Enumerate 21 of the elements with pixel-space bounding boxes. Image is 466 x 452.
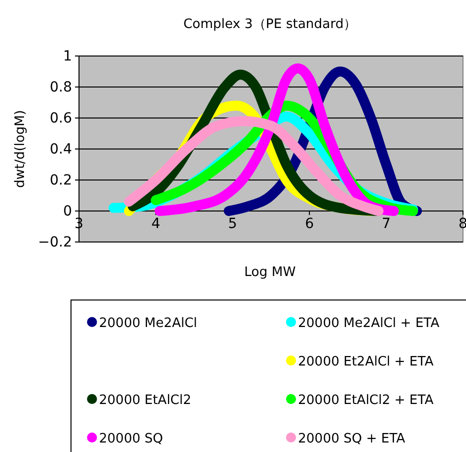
legend-label: 20000 SQ + ETA xyxy=(298,432,406,446)
legend-label: 20000 Me2AlCl xyxy=(99,316,198,331)
x-tick-label: 7 xyxy=(382,216,391,232)
x-axis-title: Log MW xyxy=(244,265,296,280)
y-tick-label: 0 xyxy=(63,203,72,220)
legend-label: 20000 SQ xyxy=(99,432,163,446)
chart-title: Complex 3（PE standard） xyxy=(183,17,357,32)
x-tick-label: 6 xyxy=(304,216,314,232)
y-tick-label: −0.2 xyxy=(38,234,72,250)
y-tick-label: 0.6 xyxy=(50,110,72,126)
legend-label: 20000 EtAlCl2 xyxy=(99,393,192,408)
y-tick-label: 1 xyxy=(63,48,72,64)
legend-label: 20000 Me2AlCl + ETA xyxy=(298,316,440,331)
y-axis-title: dwt/d(logM) xyxy=(13,110,28,188)
legend-label: 20000 EtAlCl2 + ETA xyxy=(298,393,434,408)
x-tick-label: 4 xyxy=(151,216,160,232)
y-tick-label: 0.2 xyxy=(50,172,72,188)
y-tick-label: 0.4 xyxy=(50,141,72,158)
legend-label: 20000 Et2AlCl + ETA xyxy=(298,354,434,370)
y-tick-label: 0.8 xyxy=(50,79,72,96)
x-tick-label: 5 xyxy=(228,216,238,232)
